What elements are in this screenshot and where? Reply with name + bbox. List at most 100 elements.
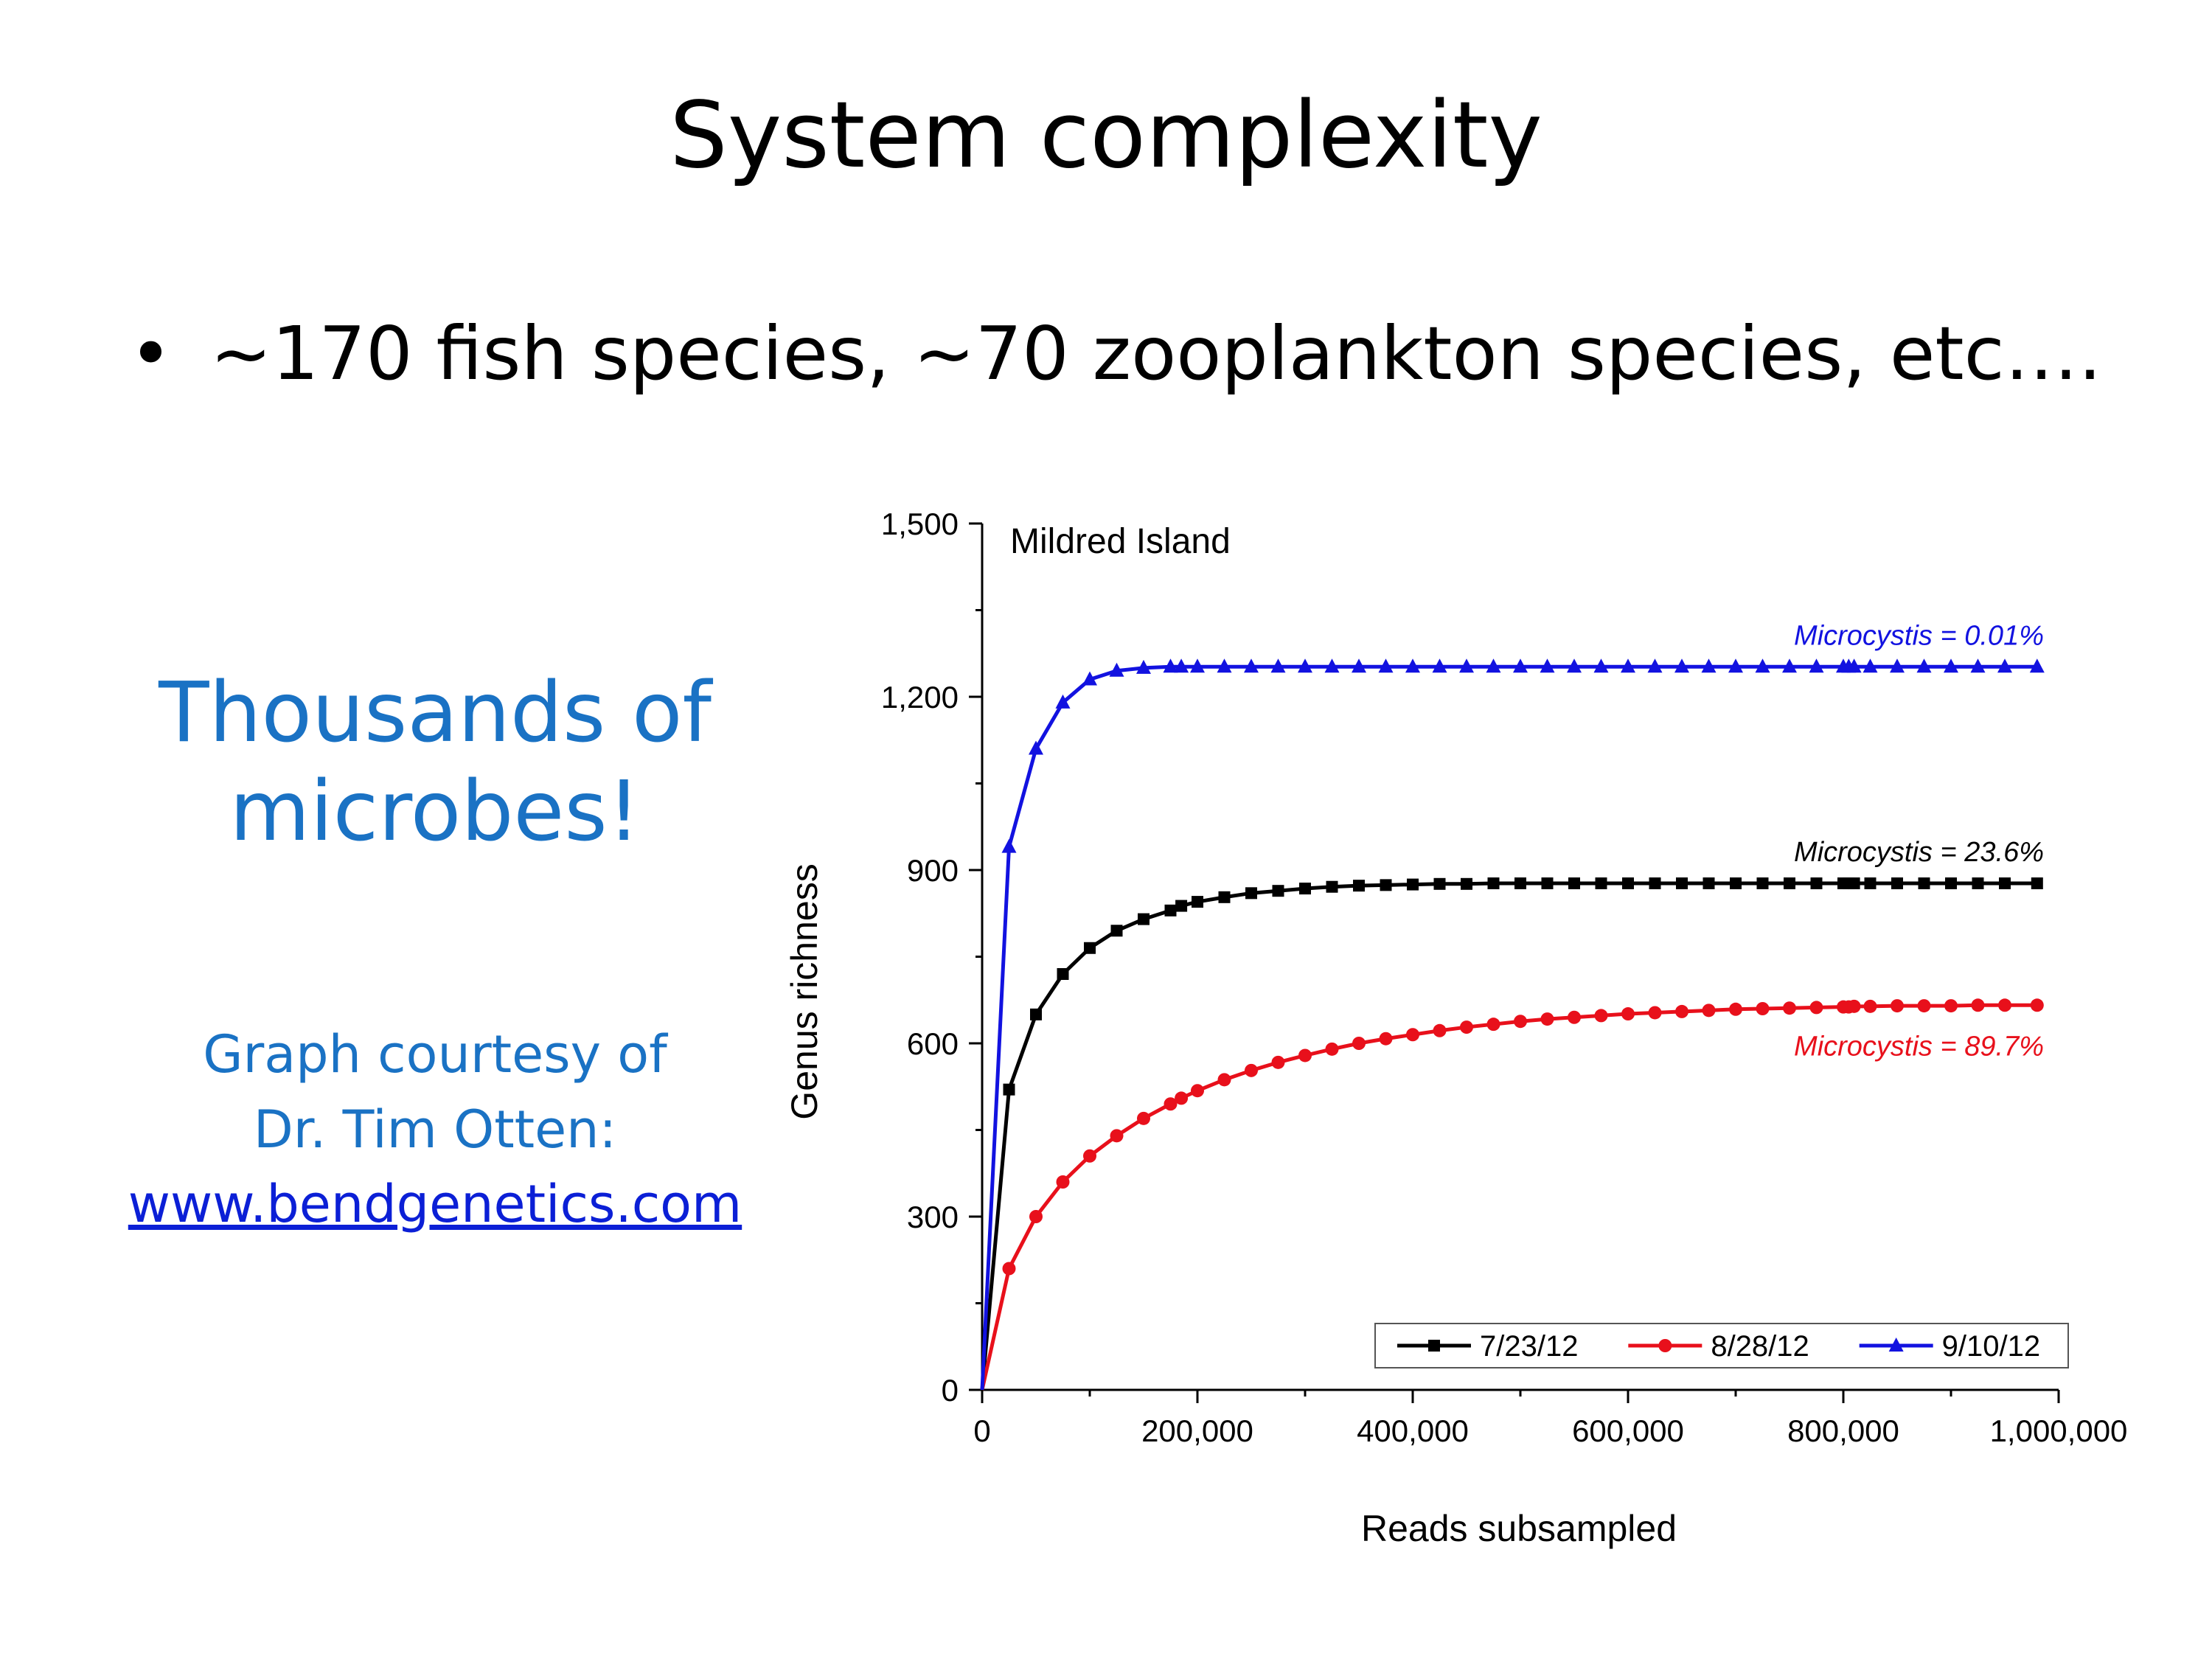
bullet-text: ~170 fish species, ~70 zooplankton speci… [210,310,2102,397]
data-point-triangle [1647,658,1663,673]
x-tick-label: 1,000,000 [1990,1413,2128,1448]
credit-line-2: Dr. Tim Otten: [253,1099,617,1160]
series-annotation: Microcystis = 23.6% [1794,837,2044,868]
data-point-square [1299,883,1311,895]
data-point-square [1407,878,1419,891]
data-point-circle [1056,1175,1070,1189]
data-point-square [1514,877,1526,890]
data-point-circle [1847,999,1861,1013]
legend-label: 9/10/12 [1942,1330,2040,1363]
data-point-triangle [1970,658,1986,673]
data-point-circle [1379,1032,1393,1046]
data-point-triangle [1298,658,1312,673]
data-point-triangle [1888,1338,1904,1352]
data-point-triangle [1109,662,1124,677]
data-point-square [1175,900,1188,912]
data-point-circle [1568,1010,1581,1024]
data-point-square [2031,877,2043,890]
data-point-square [1918,877,1930,890]
data-point-square [1999,877,2011,890]
series-7-23-12 [980,877,2043,1391]
y-tick-label: 600 [907,1026,959,1061]
data-point-triangle [1755,658,1770,673]
data-point-square [1864,877,1877,890]
series-9-10-12 [980,658,2045,1391]
data-point-circle [1998,998,2011,1012]
legend-label: 8/28/12 [1711,1330,1809,1363]
data-point-square [1649,877,1661,890]
y-tick-label: 300 [907,1200,959,1234]
rarefaction-chart: 0 300 600 900 1,200 1,500 0 200,000 400,000 600,0… [784,507,2128,1549]
data-point-square [1380,879,1392,891]
x-axis-title: Reads subsampled [1361,1508,1677,1549]
data-point-triangle [1890,658,1905,673]
series-annotation: Microcystis = 0.01% [1794,620,2044,651]
y-tick-label: 1,200 [881,680,959,714]
data-point-triangle [1082,671,1097,686]
bendgenetics-link[interactable]: www.bendgenetics.com [128,1174,742,1234]
legend-box [1374,1323,2069,1368]
data-point-circle [1971,998,1985,1012]
data-point-square [1461,877,1472,890]
data-point-triangle [1405,658,1420,673]
data-point-square [1433,877,1446,890]
data-point-square [1487,877,1500,890]
data-point-triangle [1916,658,1932,673]
data-point-square [1110,925,1123,937]
data-point-square [1730,877,1742,890]
data-point-square [1084,942,1096,954]
series-line [980,664,2037,1391]
data-point-square [1703,877,1715,890]
data-point-circle [1406,1028,1419,1042]
series-line [980,881,2037,1391]
data-point-circle [1514,1015,1527,1029]
data-point-circle [1002,1262,1016,1276]
data-point-triangle [1621,658,1635,673]
data-point-triangle [1997,658,2012,673]
callout-line-2: microbes! [229,764,641,860]
data-point-square [1622,877,1634,890]
data-point-circle [1217,1073,1231,1087]
data-point-circle [1486,1018,1500,1032]
data-point-circle [1944,999,1958,1013]
data-point-square [1595,877,1607,890]
data-point-triangle [1029,740,1043,755]
data-point-circle [1110,1129,1124,1143]
data-point-square [1568,877,1580,890]
data-point-circle [1433,1023,1447,1037]
y-axis-title: Genus richness [784,863,825,1119]
data-point-circle [1863,999,1877,1013]
data-point-triangle [1217,658,1232,673]
data-point-square [1784,877,1795,890]
data-point-circle [1029,1210,1043,1223]
data-point-square [1138,913,1150,925]
credit-line-1: Graph courtesy of [203,1024,667,1085]
data-point-triangle [1540,658,1555,673]
data-point-circle [1191,1084,1204,1098]
chart-title: Mildred Island [1010,522,1231,561]
data-point-circle [1460,1020,1473,1034]
data-point-circle [1917,999,1931,1013]
data-point-triangle [1567,658,1582,673]
chart-axes: 0 300 600 900 1,200 1,500 0 200,000 400,000 600,0… [881,507,2128,1448]
x-tick-label: 600,000 [1572,1413,1684,1448]
data-point-circle [1891,999,1904,1013]
data-point-square [1057,968,1069,980]
data-point-circle [1137,1111,1150,1125]
callout-line-1: Thousands of [159,665,712,761]
data-point-circle [1783,1001,1796,1015]
data-point-triangle [1944,658,1958,673]
data-point-triangle [1513,658,1528,673]
data-point-triangle [1190,658,1205,673]
data-point-triangle [1174,658,1189,673]
y-tick-label: 1,500 [881,507,959,541]
data-point-circle [1756,1002,1770,1015]
data-point-triangle [1674,658,1689,673]
data-point-triangle [1001,838,1017,853]
graph-credit: Graph courtesy of Dr. Tim Otten: www.ben… [96,1018,774,1242]
data-point-square [1891,877,1903,890]
data-point-triangle [1809,658,1824,673]
data-point-circle [1702,1004,1716,1018]
data-point-triangle [1378,658,1394,673]
data-point-square [1245,887,1257,900]
